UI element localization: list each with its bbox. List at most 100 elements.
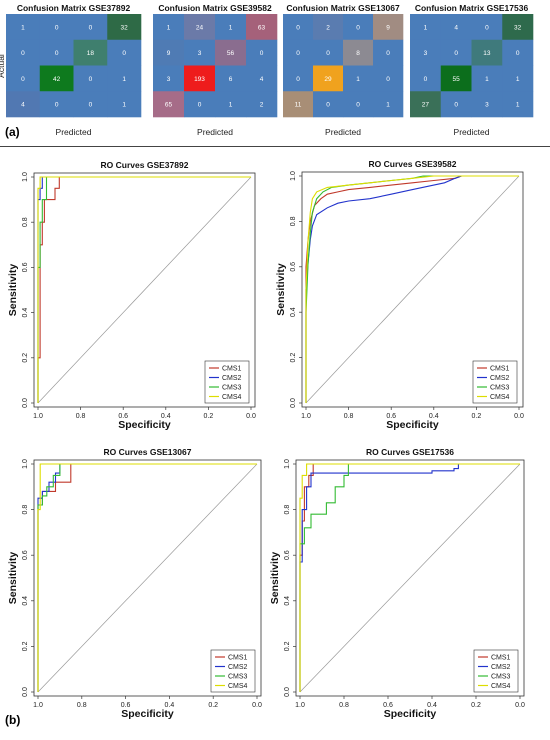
cm-cell — [215, 65, 247, 92]
cm-cell-value: 0 — [386, 76, 390, 83]
cm-cell-value: 1 — [122, 76, 126, 83]
cm-cell — [283, 39, 314, 66]
cm-cell — [184, 65, 216, 92]
cm-ylabel: Actual — [0, 54, 6, 78]
cm-cell — [39, 65, 74, 92]
roc-legend-label: CMS1 — [222, 366, 242, 373]
cm-cell-value: 18 — [87, 50, 95, 57]
roc-series-cms4 — [305, 175, 519, 403]
roc-xlabel: Specificity — [118, 419, 171, 431]
roc-legend-label: CMS3 — [222, 385, 242, 392]
roc-legend: CMS1 CMS2 CMS3 CMS4 — [210, 649, 256, 693]
cm-cell — [502, 14, 534, 41]
roc-x-tick-label: 0.0 — [514, 413, 524, 420]
cm-cell-value: 0 — [424, 76, 428, 83]
cm-cell-value: 0 — [21, 76, 25, 83]
cm-cell-value: 9 — [386, 24, 390, 31]
cm-cell-value: 1 — [516, 102, 520, 109]
cm-title: Confusion Matrix GSE13067 — [286, 3, 400, 13]
roc-x-tick-label: 1.0 — [33, 413, 43, 420]
roc-diagonal — [37, 463, 258, 693]
cm-cell — [471, 14, 503, 41]
roc-series-cms4 — [37, 176, 251, 403]
cm-cell — [373, 91, 404, 118]
roc-diagonal — [299, 463, 521, 693]
roc-legend-label: CMS2 — [490, 375, 510, 382]
cm-cell-value: 4 — [454, 24, 458, 31]
cm-cell-value: 4 — [21, 102, 25, 109]
cm-cell-value: 1 — [122, 102, 126, 109]
cm-cell-value: 0 — [89, 76, 93, 83]
roc-chart-1: RO Curves GSE37892 1.0 0.8 0.6 0.4 0.2 0.0 0.0 0… — [7, 160, 256, 431]
cm-cell — [107, 65, 142, 92]
cm-cell-value: 55 — [453, 76, 461, 83]
roc-diagonal — [305, 175, 520, 404]
cm-cell — [410, 39, 442, 66]
roc-legend-label: CMS3 — [490, 385, 510, 392]
roc-y-tick-label: 0.6 — [284, 550, 291, 560]
roc-x-tick-label: 0.0 — [246, 413, 256, 420]
cm-cell-value: 0 — [55, 24, 59, 31]
cm-cell-value: 6 — [229, 76, 233, 83]
roc-legend-label: CMS1 — [491, 655, 511, 662]
cm-cell — [471, 65, 503, 92]
cm-cell — [184, 91, 216, 118]
cm-cell — [313, 65, 344, 92]
roc-x-tick-label: 0.4 — [427, 702, 437, 709]
roc-plot-frame — [301, 171, 524, 408]
roc-chart-4: RO Curves GSE17536 1.0 0.8 0.6 0.4 0.2 0.0 0.0 0… — [269, 447, 525, 720]
roc-series-cms4 — [37, 463, 257, 692]
roc-chart-2: RO Curves GSE39582 1.0 0.8 0.6 0.4 0.2 0.0 0.0 0… — [275, 159, 524, 431]
roc-legend-label: CMS1 — [490, 366, 510, 373]
roc-y-tick-label: 0.4 — [290, 307, 297, 317]
cm-xlabel: Predicted — [56, 127, 92, 137]
roc-series-cms1 — [299, 463, 520, 692]
section-divider — [0, 146, 550, 147]
cm-cell-value: 1 — [516, 76, 520, 83]
roc-y-tick-label: 0.0 — [22, 687, 29, 697]
cm-cell-value: 24 — [196, 24, 204, 31]
cm-cell-value: 3 — [198, 50, 202, 57]
roc-series-cms2 — [299, 463, 520, 692]
cm-cell — [410, 91, 442, 118]
roc-y-tick-label: 0.4 — [284, 596, 291, 606]
roc-legend-label: CMS2 — [228, 664, 248, 671]
cm-cell — [39, 39, 74, 66]
cm-cell-value: 0 — [122, 50, 126, 57]
roc-y-tick-label: 0.0 — [22, 398, 29, 408]
roc-xlabel: Specificity — [121, 708, 174, 720]
cm-cell-value: 1 — [424, 24, 428, 31]
cm-cell — [410, 65, 442, 92]
cm-cell-value: 3 — [485, 102, 489, 109]
roc-ylabel: Sensitivity — [275, 263, 287, 316]
roc-legend: CMS1 CMS2 CMS3 CMS4 — [473, 649, 519, 693]
roc-y-tick-label: 0.4 — [22, 308, 29, 318]
cm-xlabel: Predicted — [454, 127, 490, 137]
cm-cell-value: 0 — [89, 24, 93, 31]
roc-legend: CMS1 CMS2 CMS3 CMS4 — [204, 360, 250, 404]
cm-cell — [107, 14, 142, 41]
cm-xlabel: Predicted — [197, 127, 233, 137]
cm-cell — [215, 14, 247, 41]
cm-xlabel: Predicted — [325, 127, 361, 137]
roc-legend-label: CMS4 — [491, 683, 511, 690]
roc-y-tick-label: 0.8 — [284, 505, 291, 515]
cm-cell — [343, 14, 374, 41]
roc-x-tick-label: 0.8 — [76, 413, 86, 420]
cm-cell — [107, 91, 142, 118]
cm-cell-value: 1 — [386, 102, 390, 109]
roc-legend-label: CMS1 — [228, 655, 248, 662]
cm-cell — [373, 39, 404, 66]
roc-series-cms3 — [37, 176, 251, 403]
cm-cell-value: 27 — [422, 102, 430, 109]
cm-cell-value: 0 — [55, 50, 59, 57]
roc-x-tick-label: 0.2 — [204, 413, 214, 420]
cm-cell — [373, 65, 404, 92]
cm-cell-value: 1 — [167, 24, 171, 31]
roc-y-tick-label: 0.2 — [284, 641, 291, 651]
roc-x-tick-label: 0.4 — [165, 702, 175, 709]
cm-cell — [471, 39, 503, 66]
cm-cell — [283, 65, 314, 92]
cm-cell-value: 29 — [324, 76, 332, 83]
roc-legend-label: CMS4 — [228, 683, 248, 690]
